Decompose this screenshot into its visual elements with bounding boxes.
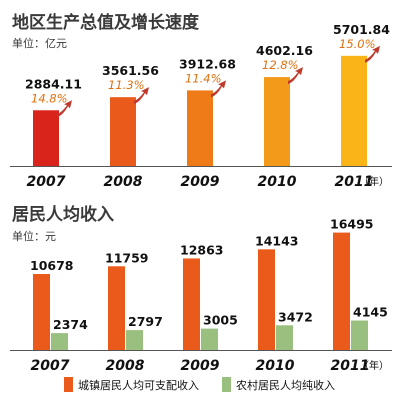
- legend-swatch-urban: [64, 377, 73, 392]
- income-year-label: 2010: [256, 358, 295, 374]
- gdp-value-label: 3912.68: [179, 56, 236, 71]
- gdp-growth-label: 11.3%: [108, 78, 145, 92]
- growth-arrow-icon: [365, 45, 380, 63]
- gdp-value-label: 3561.56: [102, 63, 159, 78]
- rural-income-bar: [51, 333, 68, 350]
- income-chart-unit: 单位：元: [12, 229, 56, 243]
- urban-income-value: 10678: [30, 258, 74, 273]
- urban-income-bar: [33, 273, 50, 350]
- gdp-year-label: 2009: [181, 174, 220, 190]
- growth-arrow-icon: [57, 100, 72, 118]
- income-year-unit: （年）: [359, 359, 389, 372]
- gdp-year-label: 2010: [258, 174, 297, 190]
- gdp-bar: [187, 90, 213, 166]
- gdp-year-unit: （年）: [359, 175, 389, 188]
- rural-income-value: 3005: [203, 313, 238, 328]
- gdp-growth-label: 11.4%: [185, 71, 222, 85]
- income-legend: 城镇居民人均可支配收入 农村居民人均纯收入: [64, 377, 335, 392]
- income-year-label: 2009: [181, 358, 220, 374]
- income-bar-chart: 10678 2374 2007 11759 2797 2008 12863 3005 2009 1…: [10, 217, 392, 374]
- urban-income-value: 16495: [330, 217, 374, 232]
- urban-income-bar: [108, 266, 125, 350]
- rural-income-value: 2797: [128, 314, 163, 329]
- rural-income-bar: [351, 320, 368, 350]
- gdp-growth-label: 15.0%: [339, 37, 376, 51]
- income-year-label: 2011: [331, 358, 370, 374]
- rural-income-bar: [201, 328, 218, 350]
- gdp-year-label: 2011: [335, 174, 374, 190]
- rural-income-bar: [126, 330, 143, 350]
- urban-income-value: 14143: [255, 233, 299, 248]
- urban-income-value: 11759: [105, 250, 149, 265]
- gdp-bar: [264, 77, 290, 166]
- growth-arrow-icon: [211, 80, 226, 98]
- rural-income-bar: [276, 325, 293, 350]
- urban-income-bar: [183, 258, 200, 350]
- gdp-value-label: 4602.16: [256, 43, 313, 58]
- legend-label-urban: 城镇居民人均可支配收入: [78, 378, 199, 392]
- gdp-chart-unit: 单位：亿元: [12, 36, 67, 50]
- growth-arrow-icon: [134, 87, 149, 105]
- gdp-bar-chart: 2884.1114.8%20073561.5611.3%20083912.681…: [10, 22, 392, 190]
- urban-income-bar: [333, 232, 350, 350]
- income-year-label: 2008: [106, 358, 145, 374]
- growth-arrow-icon: [288, 67, 303, 85]
- gdp-value-label: 5701.84: [333, 22, 390, 37]
- legend-swatch-rural: [222, 377, 231, 392]
- gdp-bar: [341, 55, 367, 166]
- gdp-bar: [33, 110, 59, 166]
- legend-label-rural: 农村居民人均纯收入: [236, 378, 335, 392]
- gdp-year-label: 2008: [104, 174, 143, 190]
- gdp-year-label: 2007: [27, 174, 66, 190]
- rural-income-value: 4145: [353, 304, 388, 319]
- income-chart-title: 居民人均收入: [12, 204, 114, 225]
- rural-income-value: 2374: [53, 317, 88, 332]
- rural-income-value: 3472: [278, 309, 313, 324]
- gdp-growth-label: 12.8%: [262, 58, 299, 72]
- gdp-bar: [110, 97, 136, 166]
- gdp-value-label: 2884.11: [25, 76, 82, 91]
- urban-income-value: 12863: [180, 242, 224, 257]
- income-year-label: 2007: [31, 358, 70, 374]
- urban-income-bar: [258, 249, 275, 350]
- gdp-growth-label: 14.8%: [31, 91, 68, 105]
- gdp-chart-title: 地区生产总值及增长速度: [12, 12, 200, 33]
